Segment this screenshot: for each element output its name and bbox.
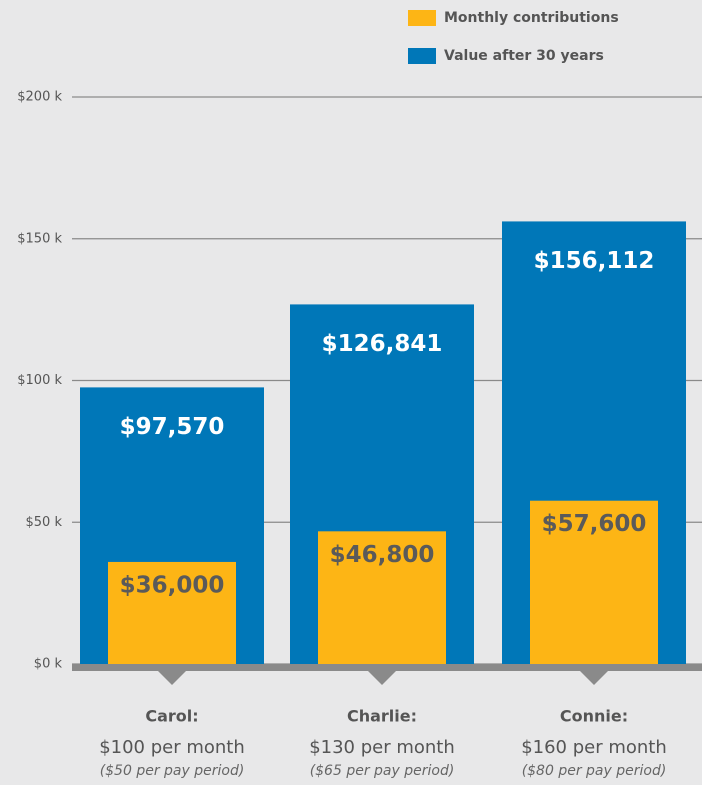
pointer — [368, 671, 396, 685]
category-note: $160 per month — [521, 737, 667, 758]
y-tick-label: $50 k — [26, 515, 63, 530]
pointer — [158, 671, 186, 685]
y-tick-label: $100 k — [17, 373, 62, 388]
bar — [530, 500, 658, 664]
legend-label: Monthly contributions — [444, 10, 619, 26]
category-note: ($65 per pay period) — [310, 763, 455, 779]
legend-label: Value after 30 years — [444, 48, 604, 64]
bar — [318, 531, 446, 664]
category-label: Connie: — [560, 707, 628, 726]
data-label: $126,841 — [322, 331, 443, 357]
y-tick-label: $150 k — [17, 231, 62, 246]
data-label: $57,600 — [542, 511, 647, 537]
category-note: $130 per month — [309, 737, 455, 758]
y-tick-label: $0 k — [34, 657, 63, 672]
data-label: $156,112 — [534, 248, 655, 274]
category-note: ($80 per pay period) — [522, 763, 667, 779]
category-note: $100 per month — [99, 737, 245, 758]
data-label: $97,570 — [120, 414, 225, 440]
legend-swatch — [408, 10, 436, 26]
legend-swatch — [408, 48, 436, 64]
data-label: $36,000 — [120, 572, 225, 598]
data-label: $46,800 — [330, 542, 435, 568]
category-label: Carol: — [145, 707, 198, 726]
pointer — [580, 671, 608, 685]
bar — [108, 561, 236, 664]
y-tick-label: $200 k — [17, 90, 62, 105]
baseline — [72, 664, 702, 671]
category-label: Charlie: — [347, 707, 417, 726]
category-note: ($50 per pay period) — [100, 763, 245, 779]
